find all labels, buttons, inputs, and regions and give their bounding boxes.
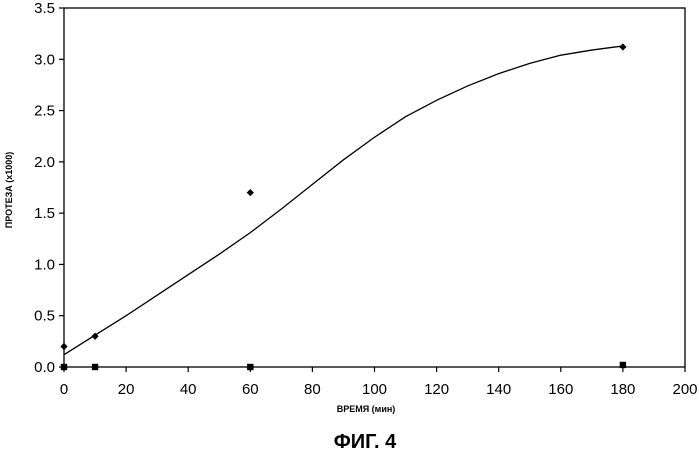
plot-area	[64, 8, 685, 367]
y-tick-label: 2.0	[34, 154, 55, 171]
figure-caption: ФИГ. 4	[334, 431, 397, 453]
y-axis-ticks: 0.0 0.5 1.0 1.5 2.0 2.5 3.0 3.5	[34, 0, 64, 376]
x-tick-label: 20	[118, 381, 135, 398]
y-tick-label: 1.0	[34, 256, 55, 273]
y-tick-label: 0.5	[34, 308, 55, 325]
y-tick-label: 1.5	[34, 205, 55, 222]
x-axis-ticks: 0 20 40 60 80 100 120 140 160 180 200	[60, 367, 698, 398]
x-tick-label: 0	[60, 381, 68, 398]
data-point-square	[61, 364, 67, 370]
x-tick-label: 80	[304, 381, 321, 398]
x-tick-label: 100	[362, 381, 387, 398]
data-point-square	[247, 364, 253, 370]
x-tick-label: 200	[672, 381, 697, 398]
data-point-square	[92, 364, 98, 370]
y-tick-label: 0.0	[34, 359, 55, 376]
x-tick-label: 140	[486, 381, 511, 398]
data-point-square	[620, 362, 626, 368]
x-axis-title: ВРЕМЯ (мин)	[337, 404, 396, 414]
x-tick-label: 180	[610, 381, 635, 398]
y-tick-label: 2.5	[34, 103, 55, 120]
x-tick-label: 160	[548, 381, 573, 398]
x-tick-label: 120	[424, 381, 449, 398]
y-tick-label: 3.0	[34, 51, 55, 68]
y-tick-label: 3.5	[34, 0, 55, 17]
x-tick-label: 40	[180, 381, 197, 398]
x-tick-label: 60	[242, 381, 259, 398]
y-axis-title: ПРОТЕЗА (x1000)	[4, 152, 14, 229]
